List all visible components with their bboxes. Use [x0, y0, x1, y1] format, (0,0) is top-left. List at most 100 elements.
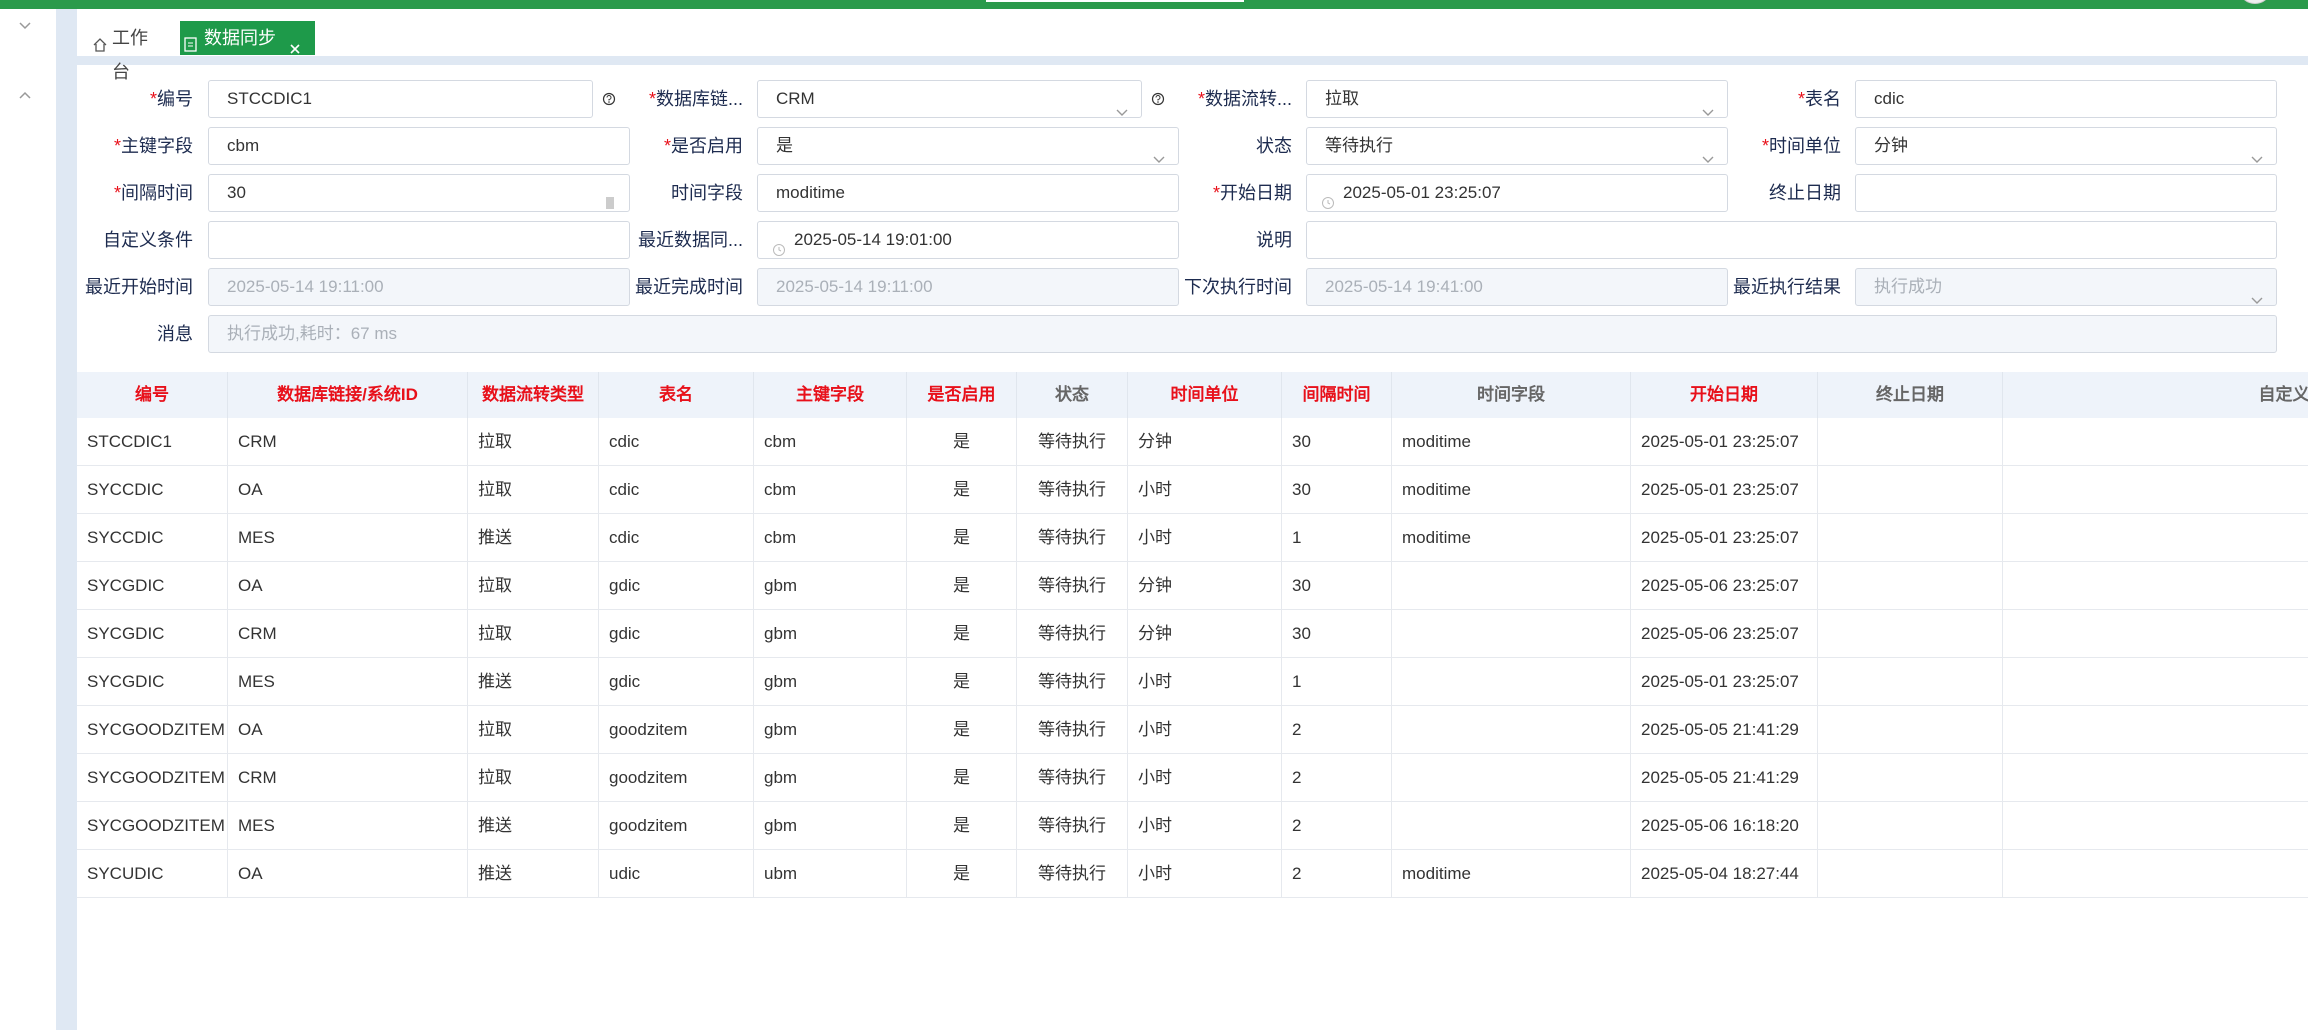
side-strip — [56, 9, 77, 1030]
field-input[interactable]: cdic — [1855, 80, 2277, 118]
tab[interactable]: 数据同步 — [180, 21, 315, 55]
table-cell: cdic — [599, 418, 754, 466]
field-input[interactable]: 等待执行 — [1306, 127, 1728, 165]
table-cell: 30 — [1282, 562, 1392, 610]
column-header[interactable]: 是否启用 — [907, 372, 1017, 418]
column-header[interactable]: 表名 — [599, 372, 754, 418]
field-input[interactable] — [1855, 174, 2277, 212]
table-cell: cbm — [754, 418, 907, 466]
field-input[interactable]: 是 — [757, 127, 1179, 165]
chevron-up[interactable] — [19, 91, 31, 99]
icon — [772, 234, 786, 258]
field-value: 分钟 — [1874, 136, 1908, 155]
label-text: 编号 — [157, 89, 193, 109]
column-header[interactable]: 时间单位 — [1128, 372, 1282, 418]
field-input[interactable]: 拉取 — [1306, 80, 1728, 118]
field-label: *数据库链... — [583, 80, 743, 118]
column-header[interactable]: 时间字段 — [1392, 372, 1631, 418]
label-text: 时间字段 — [671, 183, 743, 203]
field-input[interactable]: 30 — [208, 174, 630, 212]
field-input[interactable]: 2025-05-14 19:01:00 — [757, 221, 1179, 259]
label-text: 终止日期 — [1769, 183, 1841, 203]
field-label: 时间字段 — [583, 174, 743, 212]
table-cell: 拉取 — [468, 706, 599, 754]
required-mark: * — [1761, 136, 1769, 156]
field-input[interactable] — [208, 221, 630, 259]
column-header[interactable]: 数据流转类型 — [468, 372, 599, 418]
table-cell — [1392, 562, 1631, 610]
table-cell: gbm — [754, 706, 907, 754]
table-cell: 等待执行 — [1017, 850, 1128, 898]
table-cell: gbm — [754, 658, 907, 706]
field-value: cbm — [227, 136, 260, 155]
field-label: *开始日期 — [1132, 174, 1292, 212]
table-cell: 是 — [907, 562, 1017, 610]
column-header[interactable]: 主键字段 — [754, 372, 907, 418]
label-text: 时间单位 — [1769, 136, 1841, 156]
table-cell — [1818, 706, 2003, 754]
table-cell: moditime — [1392, 514, 1631, 562]
table-cell: goodzitem — [599, 754, 754, 802]
field-input[interactable]: moditime — [757, 174, 1179, 212]
field-input[interactable]: STCCDIC1 — [208, 80, 593, 118]
tab-label: 工作台 — [112, 28, 148, 82]
field-label: 说明 — [1132, 221, 1292, 259]
table-cell — [1818, 610, 2003, 658]
column-header[interactable]: 数据库链接/系统ID — [228, 372, 468, 418]
table-cell — [1818, 754, 2003, 802]
tab[interactable]: 工作台 — [88, 21, 160, 82]
table-cell: 等待执行 — [1017, 562, 1128, 610]
label-text: 自定义条件 — [103, 230, 193, 250]
field-input[interactable]: cbm — [208, 127, 630, 165]
label-text: 说明 — [1256, 230, 1292, 250]
table-cell: 30 — [1282, 466, 1392, 514]
field-label: 最近数据同... — [583, 221, 743, 259]
column-header[interactable]: 状态 — [1017, 372, 1128, 418]
table-cell: MES — [228, 802, 468, 850]
table-cell: 等待执行 — [1017, 610, 1128, 658]
field-input: 2025-05-14 19:11:00 — [208, 268, 630, 306]
table-cell: 2025-05-01 23:25:07 — [1631, 466, 1818, 514]
table-cell: 推送 — [468, 802, 599, 850]
table-cell: 2025-05-06 23:25:07 — [1631, 610, 1818, 658]
icon — [1701, 95, 1715, 117]
table-cell: OA — [228, 466, 468, 514]
table-cell: 分钟 — [1128, 562, 1282, 610]
column-header[interactable]: 终止日期 — [1818, 372, 2003, 418]
field-input: 执行成功,耗时：67 ms — [208, 315, 2277, 353]
table-cell: gdic — [599, 562, 754, 610]
table-cell: SYCGDIC — [77, 562, 228, 610]
label-text: 主键字段 — [121, 136, 193, 156]
field-label: *时间单位 — [1681, 127, 1841, 165]
field-input[interactable]: CRM — [757, 80, 1142, 118]
field-input[interactable]: 分钟 — [1855, 127, 2277, 165]
chevron-down[interactable] — [19, 22, 31, 30]
column-header[interactable]: 间隔时间 — [1282, 372, 1392, 418]
icon — [2250, 142, 2264, 164]
icon — [605, 187, 615, 211]
field-input: 2025-05-14 19:11:00 — [757, 268, 1179, 306]
column-header[interactable]: 编号 — [77, 372, 228, 418]
table-cell: goodzitem — [599, 802, 754, 850]
field-value: moditime — [776, 183, 845, 202]
column-header[interactable]: 自定义条件 — [2003, 372, 2308, 418]
icon — [602, 92, 616, 111]
table-cell: udic — [599, 850, 754, 898]
field-label: *主键字段 — [33, 127, 193, 165]
field-label: 自定义条件 — [33, 221, 193, 259]
table-cell: 2 — [1282, 754, 1392, 802]
field-input[interactable] — [1306, 221, 2277, 259]
table-cell: 拉取 — [468, 418, 599, 466]
field-label: 最近开始时间 — [33, 268, 193, 306]
field-input[interactable]: 2025-05-01 23:25:07 — [1306, 174, 1728, 212]
field-label: *间隔时间 — [33, 174, 193, 212]
label-text: 下次执行时间 — [1184, 277, 1292, 297]
field-label: 终止日期 — [1681, 174, 1841, 212]
table-cell: 2025-05-01 23:25:07 — [1631, 418, 1818, 466]
table-cell: 是 — [907, 610, 1017, 658]
column-header[interactable]: 开始日期 — [1631, 372, 1818, 418]
field-label: 最近执行结果 — [1681, 268, 1841, 306]
table-cell: 2025-05-05 21:41:29 — [1631, 754, 1818, 802]
tab-underline — [77, 56, 2308, 65]
table-cell: CRM — [228, 418, 468, 466]
